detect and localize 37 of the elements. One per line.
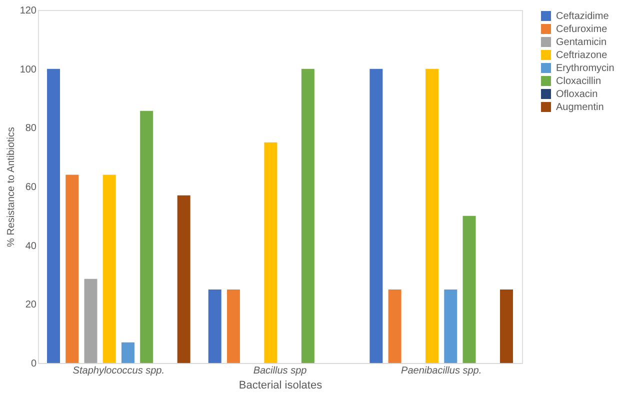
legend-label: Ceftazidime <box>556 11 610 22</box>
x-tick-label: Staphylococcus spp. <box>72 366 165 376</box>
legend-label: Cefuroxime <box>556 24 608 35</box>
y-tick-label: 80 <box>25 123 37 134</box>
y-tick-label: 120 <box>20 6 37 16</box>
bar <box>47 68 60 363</box>
x-tick-label: Bacillus spp <box>253 366 308 376</box>
legend-label: Gentamicin <box>556 37 607 48</box>
bar <box>121 342 134 363</box>
bar <box>66 174 79 363</box>
y-tick-label: 0 <box>30 358 37 370</box>
legend-label: Cloxacillin <box>556 76 602 87</box>
bar <box>370 68 383 363</box>
x-axis-title: Bacterial isolates <box>238 380 323 392</box>
bar <box>226 289 240 363</box>
bar <box>426 68 439 363</box>
legend-label: Ceftriazone <box>556 50 608 61</box>
bar <box>140 110 154 363</box>
y-axis-title: % Resistance to Antibiotics <box>6 126 17 248</box>
bar <box>177 195 190 363</box>
bar <box>208 289 222 363</box>
bar <box>462 216 476 363</box>
legend-label: Ofloxacin <box>556 89 598 100</box>
y-tick-label: 40 <box>25 240 37 252</box>
bar <box>500 289 513 363</box>
y-tick-label: 20 <box>25 300 37 311</box>
y-tick-label: 100 <box>20 64 37 76</box>
legend-label: Erythromycin <box>556 63 614 74</box>
bar <box>388 289 402 363</box>
bar <box>84 278 98 363</box>
bar <box>264 142 278 363</box>
x-tick-label: Paenibacillus spp. <box>401 366 482 376</box>
y-tick-label: 60 <box>25 182 37 193</box>
bar <box>301 68 314 363</box>
bar <box>102 174 116 363</box>
bar <box>444 289 458 363</box>
legend-label: Augmentin <box>556 102 604 113</box>
